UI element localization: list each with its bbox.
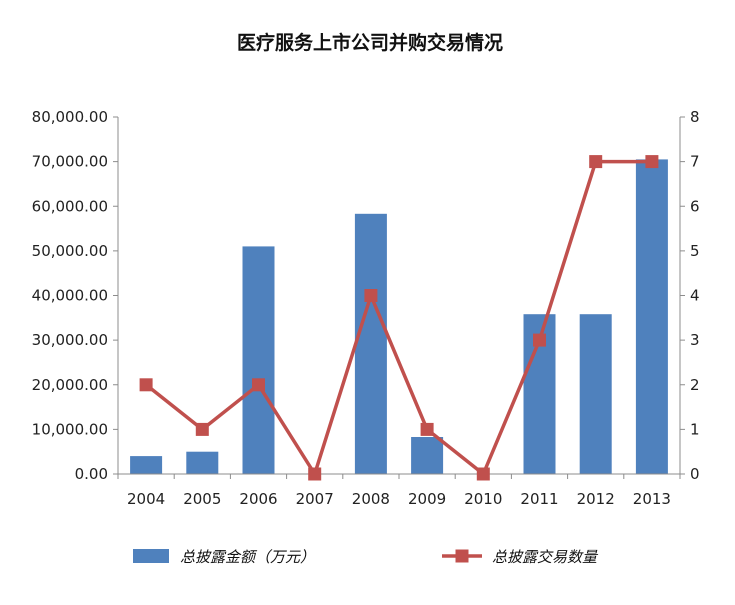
y-right-tick-label: 6 [690, 197, 700, 215]
y-right-tick-label: 3 [690, 331, 700, 349]
x-tick-label: 2004 [127, 490, 165, 508]
line-point-2009 [420, 422, 434, 436]
bar-2009 [411, 437, 444, 474]
x-tick-label: 2007 [296, 490, 334, 508]
legend: 总披露金额（万元） 总披露交易数量 [133, 548, 599, 566]
y-right-tick-label: 0 [690, 465, 700, 483]
legend-swatch-marker [455, 549, 469, 563]
line-point-2011 [533, 333, 546, 347]
y-left-tick-label: 70,000.00 [32, 153, 108, 171]
line-point-2006 [252, 378, 265, 392]
line-point-2013 [645, 155, 659, 169]
bar-2012 [579, 314, 612, 474]
x-tick-label: 2012 [577, 490, 615, 508]
y-left-tick-label: 50,000.00 [32, 242, 108, 260]
y-left-tick-label: 80,000.00 [32, 108, 108, 126]
y-right-tick-label: 5 [690, 242, 700, 260]
x-tick-label: 2009 [408, 490, 446, 508]
x-tick-label: 2006 [239, 490, 277, 508]
plot-area: 0.00 10,000.00 20,000.00 30,000.00 40,000.00… [32, 108, 700, 508]
x-tick-label: 2008 [352, 490, 390, 508]
line-point-2010 [476, 467, 490, 481]
legend-swatch-bar [133, 549, 169, 563]
y-right-tick-label: 8 [690, 108, 700, 126]
x-tick-label: 2011 [520, 490, 558, 508]
line-point-2004 [139, 378, 153, 392]
x-tick-label: 2013 [633, 490, 671, 508]
x-tick-label: 2005 [183, 490, 221, 508]
chart-title: 医疗服务上市公司并购交易情况 [237, 31, 503, 54]
line-point-2005 [195, 422, 209, 436]
line-point-2012 [589, 155, 603, 169]
y-right-tick-label: 2 [690, 376, 700, 394]
y-right-tick-label: 1 [690, 420, 700, 438]
line-point-2008 [364, 289, 378, 302]
line-series-count [145, 159, 652, 476]
bar-2013 [635, 159, 668, 474]
legend-label-line: 总披露交易数量 [492, 548, 599, 566]
line-point-2007 [308, 467, 322, 481]
bar-2008 [354, 213, 387, 475]
y-right-tick-label: 4 [690, 287, 700, 305]
y-left-tick-label: 60,000.00 [32, 197, 108, 215]
x-tick-label: 2010 [464, 490, 502, 508]
bar-2006 [242, 246, 275, 474]
bar-2005 [186, 451, 219, 474]
bar-2004 [130, 456, 163, 474]
y-left-tick-label: 10,000.00 [32, 420, 108, 438]
y-right-tick-label: 7 [690, 153, 700, 171]
legend-label-bar: 总披露金额（万元） [180, 548, 315, 566]
y-left-tick-label: 0.00 [75, 465, 108, 483]
y-left-tick-label: 30,000.00 [32, 331, 108, 349]
y-left-tick-label: 20,000.00 [32, 376, 108, 394]
y-left-tick-label: 40,000.00 [32, 287, 108, 305]
